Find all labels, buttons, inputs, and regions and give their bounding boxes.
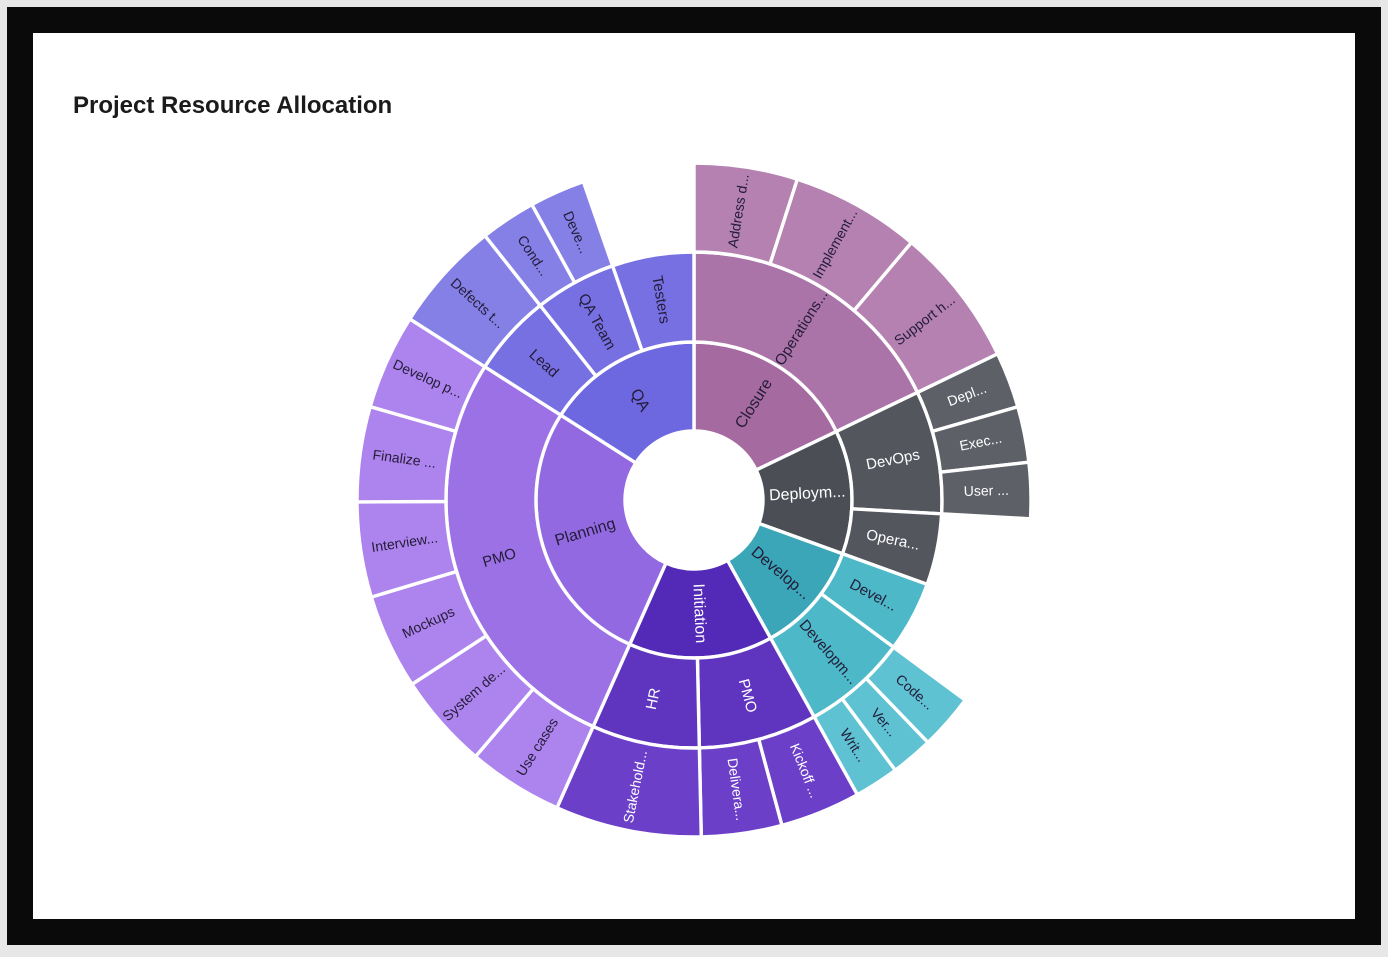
svg-text:Initiation: Initiation [689, 583, 709, 643]
svg-text:User ...: User ... [964, 482, 1010, 499]
